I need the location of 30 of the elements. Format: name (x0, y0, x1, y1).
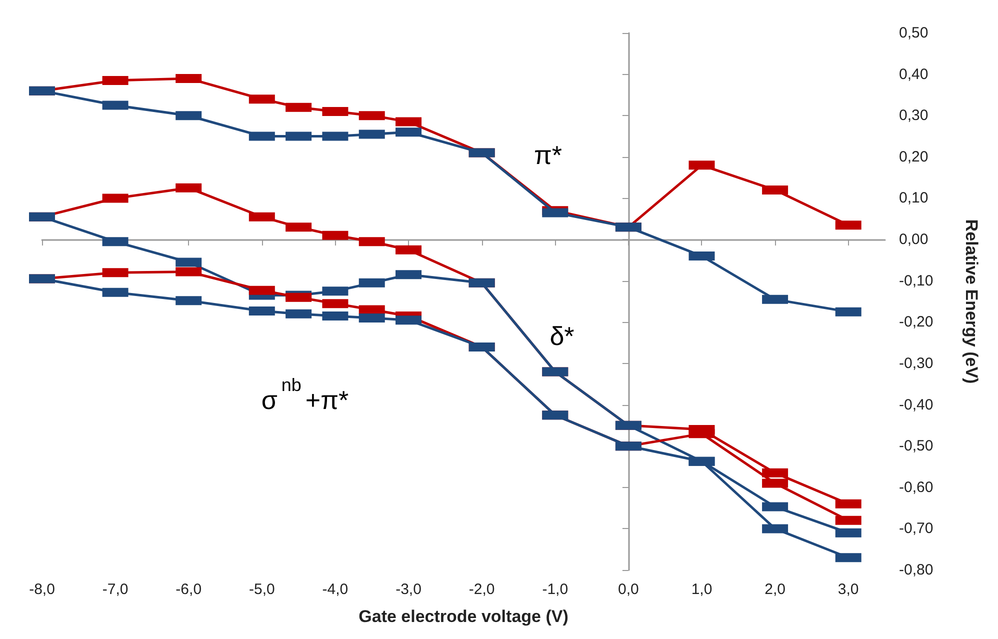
x-tick-label: 2,0 (764, 581, 786, 598)
x-tick-label: 3,0 (838, 581, 859, 598)
x-tick-label: -2,0 (468, 581, 495, 598)
y-tick-label: -0,70 (899, 520, 934, 538)
y-tick-label: -0,50 (899, 438, 934, 455)
y-axis-title: Relative Energy (eV) (962, 219, 981, 384)
y-tick-label: 0,00 (899, 231, 928, 248)
x-tick-label: -3,0 (396, 581, 422, 598)
y-tick-label: -0,80 (899, 562, 934, 578)
y-tick-label: 0,50 (899, 24, 928, 42)
y-tick-label: 0,10 (899, 190, 928, 207)
y-tick-label: -0,20 (899, 314, 934, 331)
y-tick-label: 0,20 (899, 148, 928, 166)
y-tick-label: -0,30 (899, 354, 934, 372)
x-tick-label: -8,0 (29, 581, 55, 598)
annotation: δ* (550, 321, 574, 351)
y-tick-label: 0,30 (899, 107, 928, 124)
y-tick-label: -0,60 (899, 478, 934, 496)
y-tick-label: 0,40 (899, 66, 928, 83)
y-tick-label: -0,10 (899, 272, 934, 290)
x-tick-label: 0,0 (618, 581, 639, 598)
annotation: π* (534, 140, 562, 170)
x-tick-label: -5,0 (248, 581, 275, 598)
x-tick-label: -1,0 (542, 581, 568, 598)
x-axis-title: Gate electrode voltage (V) (358, 607, 568, 626)
y-tick-label: -0,40 (899, 396, 934, 414)
x-tick-label: 1,0 (691, 581, 712, 598)
x-tick-label: -7,0 (102, 581, 128, 598)
x-tick-label: -6,0 (176, 581, 202, 598)
x-tick-label: -4,0 (322, 581, 348, 598)
